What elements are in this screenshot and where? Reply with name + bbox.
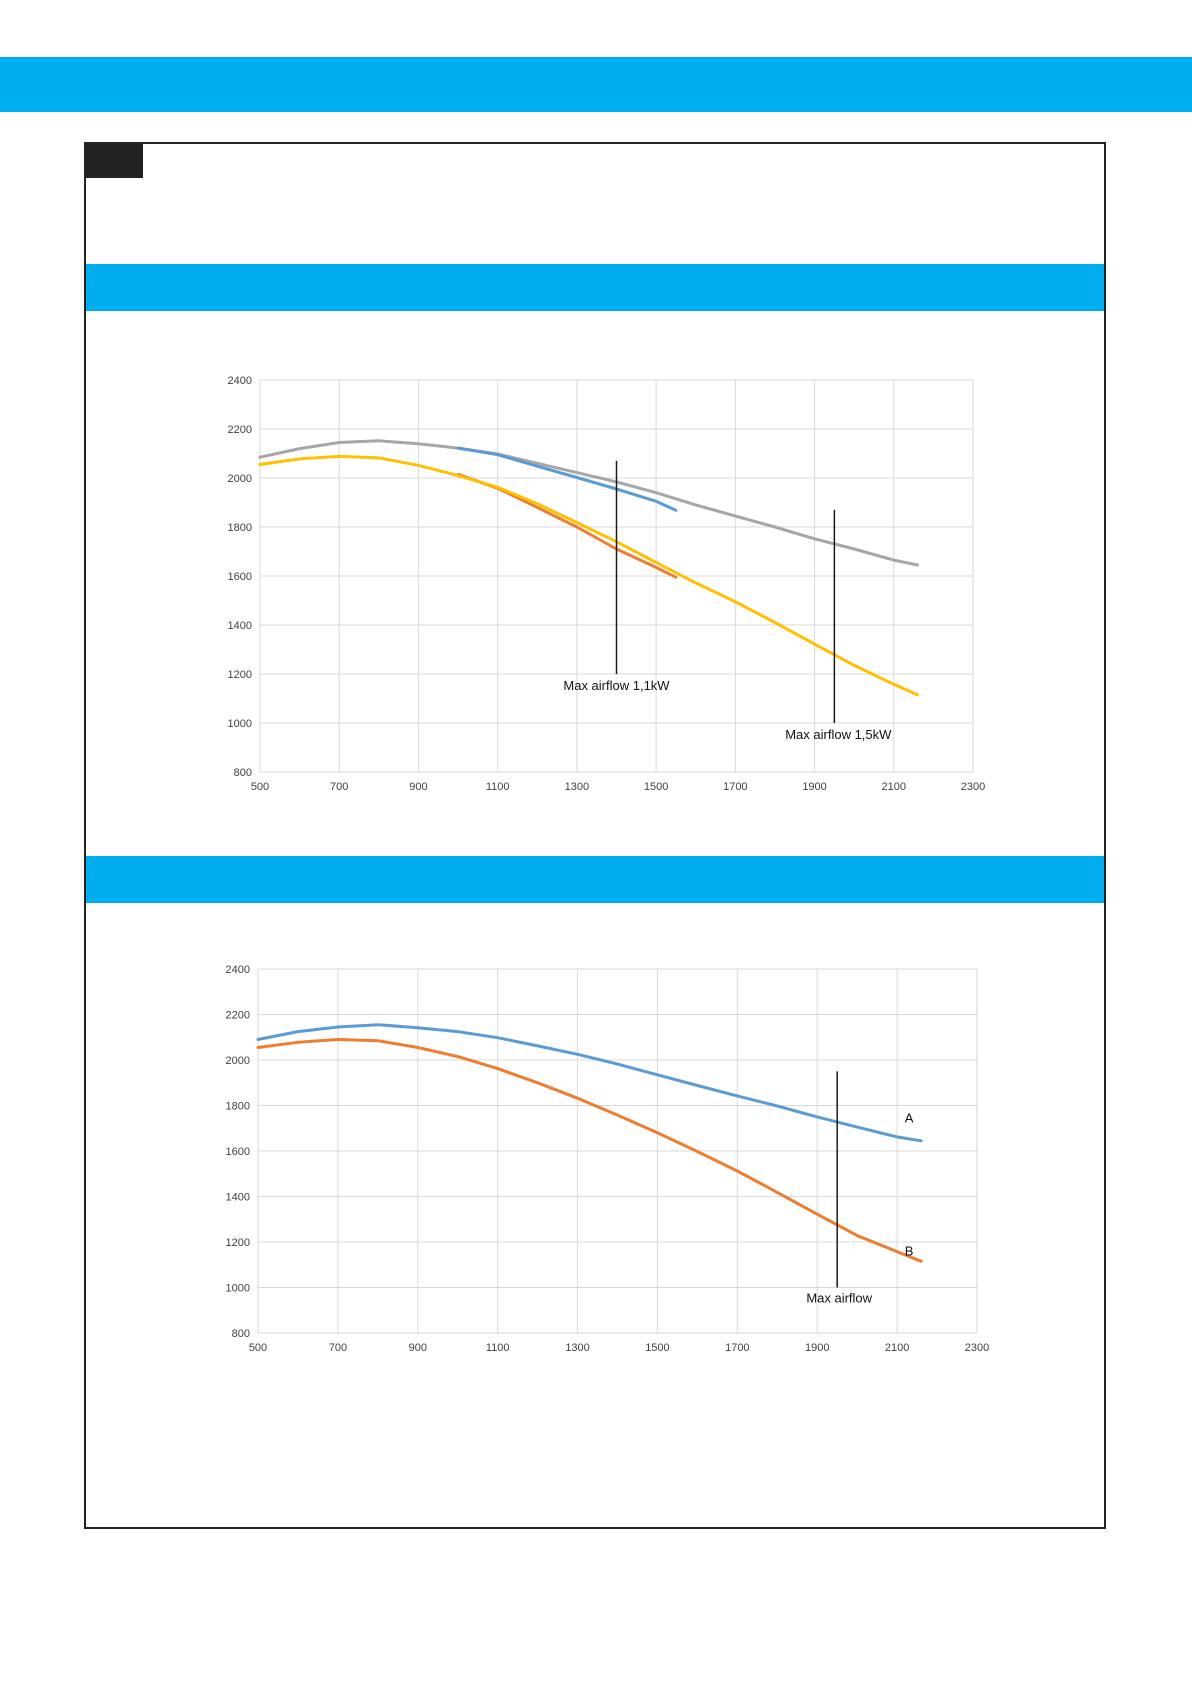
- x-tick-label: 1100: [486, 781, 510, 793]
- y-tick-label: 1800: [228, 522, 252, 534]
- gridlines: [257, 968, 978, 1334]
- x-tick-label: 1700: [723, 781, 747, 793]
- y-tick-label: 1800: [226, 1101, 250, 1113]
- x-tick-label: 500: [251, 781, 269, 793]
- section-band-1: [86, 264, 1104, 311]
- section-tab: [86, 144, 143, 178]
- x-tick-label: 1100: [486, 1342, 510, 1354]
- y-tick-label: 1000: [226, 1283, 250, 1295]
- x-tick-label: 1900: [805, 1342, 829, 1354]
- x-tick-label: 1500: [645, 1342, 669, 1354]
- y-tick-label: 2200: [228, 424, 252, 436]
- y-tick-label: 2000: [228, 473, 252, 485]
- x-tick-label: 2300: [965, 1342, 989, 1354]
- max-airflow-label: Max airflow: [806, 1290, 872, 1305]
- x-tick-label: 900: [409, 1342, 427, 1354]
- y-tick-label: 2400: [226, 964, 250, 976]
- y-tick-label: 1600: [228, 571, 252, 583]
- y-tick-label: 800: [234, 767, 252, 779]
- header-band: [0, 57, 1192, 112]
- x-tick-label: 2100: [885, 1342, 909, 1354]
- y-tick-label: 1200: [228, 669, 252, 681]
- y-tick-label: 2000: [226, 1055, 250, 1067]
- y-axis: 800 1000 1200 1400 1600 1800 2000 2200 2400: [226, 964, 250, 1340]
- x-tick-label: 700: [330, 781, 348, 793]
- max-airflow-label: Max airflow 1,1kW: [563, 678, 670, 693]
- x-tick-label: 2300: [961, 781, 985, 793]
- y-tick-label: 1200: [226, 1237, 250, 1249]
- series-line-2: [456, 446, 678, 512]
- x-tick-label: 900: [409, 781, 427, 793]
- max-airflow-label: Max airflow 1,5kW: [785, 727, 892, 742]
- y-tick-label: 1400: [226, 1192, 250, 1204]
- x-tick-label: 1700: [725, 1342, 749, 1354]
- y-tick-label: 1000: [228, 718, 252, 730]
- series-label-A: A: [905, 1111, 914, 1126]
- y-axis: 800 1000 1200 1400 1600 1800 2000 2200 2400: [228, 375, 252, 779]
- section-band-2: [86, 856, 1104, 903]
- x-axis: 500 700 900 1100 1300 1500 1700 1900 2100 2300: [249, 1342, 989, 1354]
- y-tick-label: 2400: [228, 375, 252, 387]
- series-line-1: [256, 1023, 923, 1143]
- y-tick-label: 2200: [226, 1010, 250, 1022]
- series-line-2: [256, 1038, 923, 1263]
- x-tick-label: 700: [329, 1342, 347, 1354]
- y-tick-label: 800: [232, 1328, 250, 1340]
- y-tick-label: 1600: [226, 1146, 250, 1158]
- x-tick-label: 2100: [882, 781, 906, 793]
- x-axis: 500 700 900 1100 1300 1500 1700 1900 2100 2300: [251, 781, 985, 793]
- x-tick-label: 1500: [644, 781, 668, 793]
- x-tick-label: 500: [249, 1342, 267, 1354]
- x-tick-label: 1900: [802, 781, 826, 793]
- content-frame: [84, 142, 1106, 1529]
- x-tick-label: 1300: [565, 781, 589, 793]
- series-line-4: [258, 454, 919, 697]
- series-line-1: [258, 439, 919, 567]
- y-tick-label: 1400: [228, 620, 252, 632]
- series-label-B: B: [905, 1244, 914, 1259]
- x-tick-label: 1300: [565, 1342, 589, 1354]
